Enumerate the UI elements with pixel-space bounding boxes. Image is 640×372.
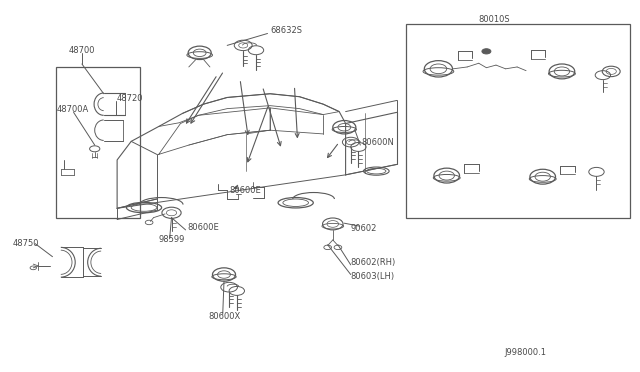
Text: 48700: 48700	[68, 46, 95, 55]
Text: 98599: 98599	[159, 235, 185, 244]
Bar	[406, 24, 630, 218]
Text: 48700A: 48700A	[56, 105, 88, 114]
Text: 48720: 48720	[116, 94, 143, 103]
Text: 48750: 48750	[13, 239, 39, 248]
Text: 80600E: 80600E	[188, 223, 220, 232]
Bar	[56, 67, 140, 218]
Text: J998000.1: J998000.1	[504, 348, 547, 357]
Text: 80600N: 80600N	[362, 138, 394, 147]
Text: 80603(LH): 80603(LH)	[351, 272, 395, 280]
Text: 80600E: 80600E	[229, 186, 261, 195]
Text: 80010S: 80010S	[479, 15, 510, 24]
Text: 90602: 90602	[351, 224, 377, 233]
Circle shape	[482, 49, 491, 54]
Text: 80602(RH): 80602(RH)	[351, 258, 396, 267]
Text: 68632S: 68632S	[270, 26, 302, 35]
Text: 80600X: 80600X	[208, 312, 240, 321]
